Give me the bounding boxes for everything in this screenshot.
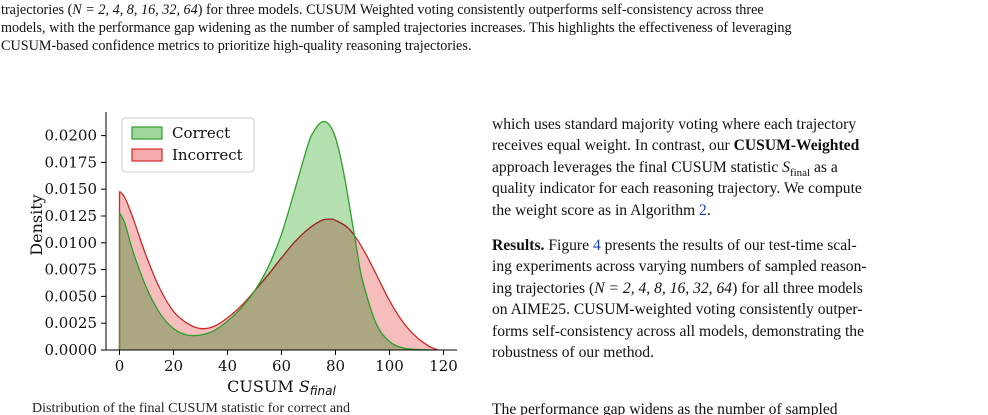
- y-tick-label: 0.0175: [45, 153, 98, 171]
- y-tick-label: 0.0050: [45, 287, 98, 305]
- x-tick-label: 120: [429, 357, 458, 375]
- results-heading: Results.: [492, 236, 545, 254]
- density-chart: 0 20 40 60 80 100 120 0.0000 0.0025 0.0050 0.0075 0…: [27, 112, 458, 398]
- caption-math: N = 2, 4, 8, 16, 32, 64: [72, 2, 198, 18]
- y-tick-label: 0.0200: [45, 127, 98, 145]
- figure-link[interactable]: 4: [592, 236, 601, 254]
- caption-line-3: CUSUM-based confidence metrics to priori…: [1, 38, 472, 54]
- y-tick-label: 0.0150: [45, 180, 98, 198]
- x-tick-label: 20: [164, 357, 183, 375]
- legend-swatch-incorrect: [131, 148, 163, 162]
- y-tick-label: 0.0025: [45, 314, 98, 332]
- x-axis-label: CUSUM Sfinal: [227, 377, 336, 398]
- y-tick-label: 0.0100: [45, 234, 98, 252]
- caption-line-1: trajectories (N = 2, 4, 8, 16, 32, 64) f…: [1, 2, 764, 18]
- body-text-column: which uses standard majority voting wher…: [492, 114, 972, 363]
- paragraph-results: Results. Figure 4 presents the results o…: [492, 236, 867, 361]
- figure-caption: trajectories (N = 2, 4, 8, 16, 32, 64) f…: [1, 1, 985, 55]
- density-area-correct: [119, 121, 430, 350]
- paragraph-method: which uses standard majority voting wher…: [492, 116, 862, 219]
- caption-line-2: models, with the performance gap widenin…: [1, 20, 792, 36]
- density-figure: 0 20 40 60 80 100 120 0.0000 0.0025 0.0050 0.0075 0…: [14, 110, 474, 400]
- x-tick-label: 100: [375, 357, 404, 375]
- x-tick-label: 40: [218, 357, 237, 375]
- legend-label-correct: Correct: [172, 124, 230, 142]
- x-tick-label: 60: [272, 357, 291, 375]
- algorithm-link[interactable]: 2: [699, 201, 707, 219]
- y-tick-label: 0.0125: [45, 207, 98, 225]
- legend-swatch-correct: [131, 126, 163, 140]
- legend-label-incorrect: Incorrect: [172, 146, 243, 164]
- y-axis-label: Density: [27, 194, 46, 255]
- figure-caption-cut: Distribution of the final CUSUM statisti…: [32, 401, 351, 415]
- x-tick-label: 0: [115, 357, 125, 375]
- y-tick-label: 0.0000: [45, 341, 98, 359]
- paragraph-cut: The performance gap widens as the number…: [492, 401, 838, 415]
- x-tick-label: 80: [326, 357, 345, 375]
- density-line-correct: [118, 120, 431, 351]
- y-tick-label: 0.0075: [45, 261, 98, 279]
- bold-term: CUSUM-Weighted: [733, 137, 860, 155]
